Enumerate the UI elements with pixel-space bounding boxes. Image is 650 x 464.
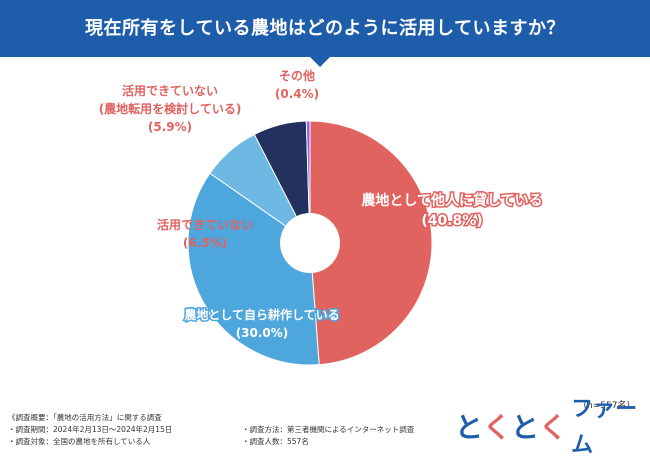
brand-logo: と く と く ファーム	[455, 397, 650, 458]
survey-target: ・調査対象：全国の農地を所有している人	[8, 437, 151, 446]
logo-char-2: く	[483, 411, 512, 444]
survey-overview-left: 《調査概要：「農地の活用方法」に関する調査 ・調査期間：2024年2月13日～2…	[8, 412, 172, 448]
pie-slice-self-cultivated	[187, 172, 320, 366]
logo-char-3: と	[511, 411, 540, 444]
slice-label-unused-conversion-text: (農地転用を検討している)	[99, 101, 242, 116]
slice-label-unused-conversion-value: (5.9%)	[148, 120, 192, 134]
slice-label-lent-to-others-value: (40.8%)	[421, 213, 482, 229]
logo-char-1: と	[455, 411, 484, 444]
survey-period: ・調査期間：2024年2月13日～2024年2月15日	[8, 425, 173, 434]
slice-label-lent-to-others-text: 農地として他人に貸している	[361, 192, 542, 209]
survey-count: ・調査人数：557名	[242, 437, 309, 446]
slice-label-other-text: その他	[279, 68, 315, 83]
slice-label-self-cultivated-text: 農地として自ら耕作している	[184, 307, 339, 322]
survey-method: ・調査方法：第三者機関によるインターネット調査	[242, 425, 415, 434]
slice-label-unused-text: 活用できていない	[157, 217, 253, 232]
survey-overview: 《調査概要：「農地の活用方法」に関する調査	[8, 413, 162, 422]
header-notch	[310, 57, 330, 67]
slice-label-other-value: (0.4%)	[275, 87, 319, 101]
logo-text: ファーム	[571, 397, 638, 458]
slice-label-self-cultivated-value: (30.0%)	[236, 326, 289, 340]
chart-title: 現在所有をしている農地はどのように活用していますか？	[85, 18, 565, 39]
sample-size-label: (n=557名)	[583, 401, 630, 411]
slice-label-unused-value: (6.5%)	[183, 236, 227, 250]
pie-slice-lent-to-others	[309, 120, 433, 366]
header-bar	[0, 0, 650, 57]
slice-label-unused-conversion-text: 活用できていない	[122, 83, 218, 98]
pie-chart: 農地として他人に貸している (40.8%) 農地として自ら耕作している (30.0%)…	[99, 68, 544, 366]
donut-hole	[280, 213, 340, 273]
logo-char-4: く	[539, 411, 568, 444]
survey-overview-right: ・調査方法：第三者機関によるインターネット調査 ・調査人数：557名	[242, 424, 414, 448]
pie-slice-other	[305, 120, 311, 244]
